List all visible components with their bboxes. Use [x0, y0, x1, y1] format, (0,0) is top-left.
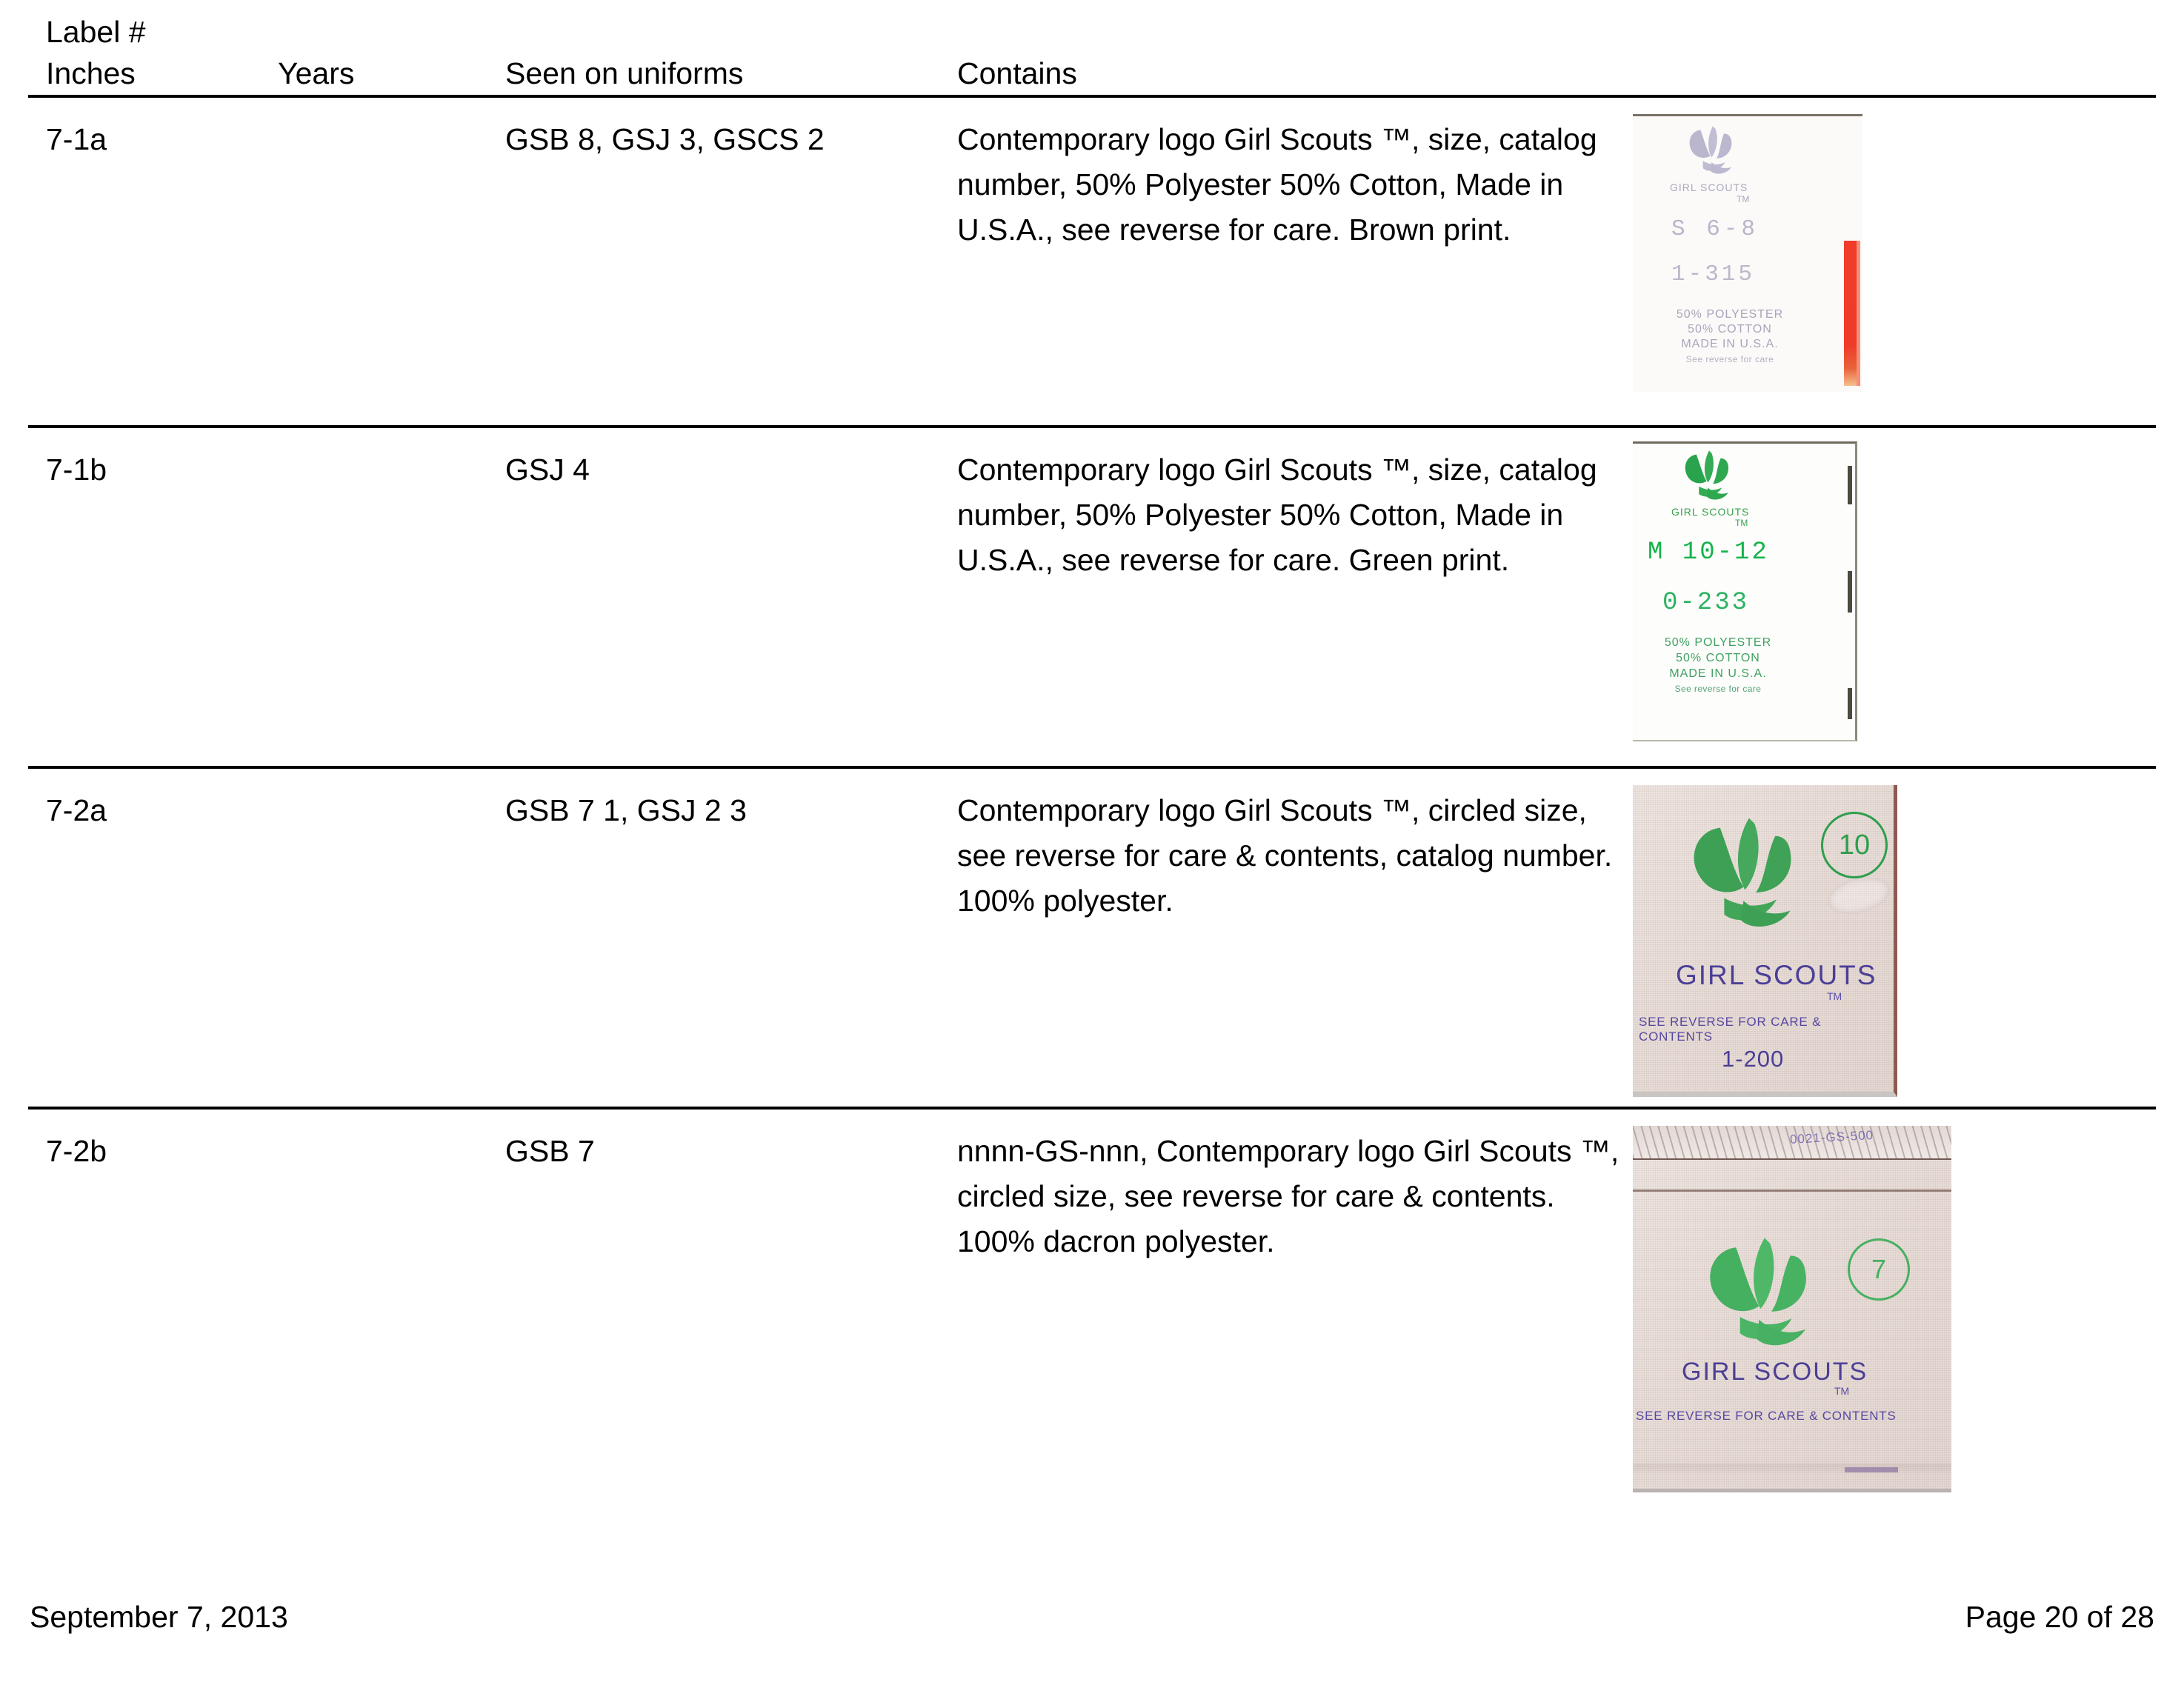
label-care-text: See reverse for care	[1685, 354, 1774, 364]
label-circled-size: 10	[1821, 812, 1888, 878]
cell-seen-on-uniforms: GSJ 4	[505, 453, 590, 487]
cell-contains: Contemporary logo Girl Scouts ™, circled…	[957, 793, 1613, 918]
label-edge-tick	[1848, 688, 1852, 719]
label-brand-text: GIRL SCOUTS	[1676, 960, 1877, 990]
label-photo-7-1a: GIRL SCOUTS TM S 6-8 1-315 50% POLYESTER…	[1633, 114, 1862, 392]
label-care-text: See reverse for care	[1674, 684, 1762, 694]
label-fabric-fold	[1633, 1464, 1951, 1475]
footer-date: September 7, 2013	[30, 1600, 288, 1634]
label-brand-text: GIRL SCOUTS	[1671, 506, 1750, 518]
label-brand-text: GIRL SCOUTS	[1670, 181, 1748, 193]
label-fiber-content: 50% POLYESTER 50% COTTON MADE IN U.S.A. …	[1633, 635, 1803, 697]
page-footer: September 7, 2013 Page 20 of 28	[0, 1600, 2184, 1659]
garment-seam	[1633, 1126, 1951, 1160]
column-header-inches: Inches	[46, 56, 136, 90]
column-header-seen-on-uniforms: Seen on uniforms	[505, 56, 744, 90]
label-photo-7-1b: GIRL SCOUTS TM M 10-12 0-233 50% POLYEST…	[1633, 441, 1857, 741]
table-row: 7-2b GSB 7 nnnn-GS-nnn, Contemporary log…	[0, 1110, 2184, 1524]
label-tm-text: TM	[1834, 1385, 1850, 1397]
label-ink-smear	[1845, 1467, 1898, 1472]
table-row: 7-2a GSB 7 1, GSJ 2 3 Contemporary logo …	[0, 769, 2184, 1107]
label-edge-tick	[1848, 571, 1852, 613]
cell-label-number: 7-2b	[46, 1134, 107, 1168]
cell-label-number: 7-2a	[46, 793, 107, 827]
label-care-text: SEE REVERSE FOR CARE & CONTENTS	[1636, 1409, 1897, 1423]
label-origin-text: MADE IN U.S.A.	[1669, 667, 1767, 680]
label-edge-tick	[1848, 466, 1852, 504]
garment-stitch-line	[1633, 1189, 1951, 1192]
cell-seen-on-uniforms: GSB 7 1, GSJ 2 3	[505, 793, 747, 827]
cell-contains: nnnn-GS-nnn, Contemporary logo Girl Scou…	[957, 1134, 1619, 1258]
header-rule	[28, 95, 2156, 98]
label-photo-7-2b: 0021-GS-500 7 GIRL SCOUTS TM SEE REVERSE…	[1633, 1126, 1951, 1492]
trefoil-logo-icon	[1685, 450, 1728, 500]
column-header-years: Years	[278, 56, 355, 90]
trefoil-logo-icon	[1694, 818, 1791, 927]
label-photo-7-2a: 10 GIRL SCOUTS TM SEE REVERSE FOR CARE &…	[1633, 785, 1897, 1097]
label-fabric-smudge	[1823, 871, 1894, 920]
table-row: 7-1b GSJ 4 Contemporary logo Girl Scouts…	[0, 428, 2184, 766]
label-care-text: SEE REVERSE FOR CARE & CONTENTS	[1639, 1015, 1822, 1044]
table-header: Label # Inches Years Seen on uniforms Co…	[0, 0, 2184, 98]
label-circled-size: 7	[1848, 1238, 1910, 1301]
cell-label-number: 7-1a	[46, 122, 107, 156]
label-fiber-line-2: 50% COTTON	[1688, 323, 1772, 336]
table-row: 7-1a GSB 8, GSJ 3, GSCS 2 Contemporary l…	[0, 98, 2184, 425]
label-tm-text: TM	[1735, 518, 1748, 528]
label-tm-text: TM	[1827, 990, 1842, 1002]
trefoil-logo-icon	[1710, 1238, 1806, 1346]
label-catalog-number-text: 1-200	[1722, 1046, 1785, 1072]
label-fiber-content: 50% POLYESTER 50% COTTON MADE IN U.S.A. …	[1633, 307, 1827, 367]
label-size-text: M 10-12	[1648, 538, 1769, 567]
label-catalog-number-text: 1-315	[1671, 261, 1756, 287]
label-fiber-line-1: 50% POLYESTER	[1664, 636, 1772, 649]
cell-seen-on-uniforms: GSB 7	[505, 1134, 595, 1168]
trefoil-logo-icon	[1689, 126, 1732, 174]
label-fiber-line-1: 50% POLYESTER	[1676, 308, 1784, 321]
column-header-label-number: Label #	[46, 15, 146, 49]
label-brand-text: GIRL SCOUTS	[1682, 1358, 1868, 1386]
label-size-text: S 6-8	[1671, 216, 1759, 242]
label-fiber-line-2: 50% COTTON	[1676, 652, 1760, 664]
label-catalog-number-text: 0-233	[1662, 589, 1750, 617]
label-red-stripe	[1844, 241, 1857, 386]
cell-contains: Contemporary logo Girl Scouts ™, size, c…	[957, 122, 1597, 247]
cell-seen-on-uniforms: GSB 8, GSJ 3, GSCS 2	[505, 122, 825, 156]
row-rule-1	[28, 425, 2156, 428]
cell-contains: Contemporary logo Girl Scouts ™, size, c…	[957, 453, 1597, 577]
cell-label-number: 7-1b	[46, 453, 107, 487]
row-rule-2	[28, 766, 2156, 769]
footer-page-number: Page 20 of 28	[1965, 1600, 2154, 1634]
column-header-contains: Contains	[957, 56, 1077, 90]
label-red-stripe-soft	[1855, 241, 1860, 386]
label-origin-text: MADE IN U.S.A.	[1681, 338, 1779, 350]
label-tm-text: TM	[1737, 194, 1750, 204]
row-rule-3	[28, 1107, 2156, 1110]
